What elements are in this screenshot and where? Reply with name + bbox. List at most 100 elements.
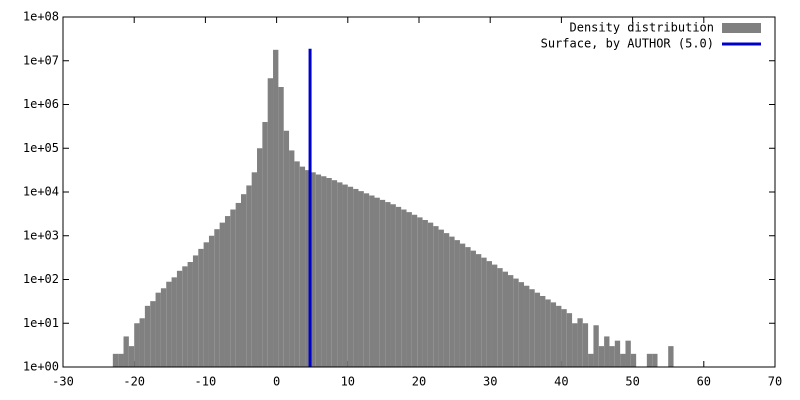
bar <box>262 122 268 368</box>
legend-swatch <box>722 23 761 33</box>
bar <box>524 285 530 367</box>
bar <box>166 281 172 367</box>
bar <box>278 87 284 367</box>
bar <box>609 346 615 367</box>
bar <box>449 236 455 367</box>
bar <box>438 229 444 367</box>
bar <box>176 270 183 367</box>
bar <box>283 130 290 367</box>
bar <box>299 166 306 367</box>
bar <box>363 193 370 367</box>
legend-label: Surface, by AUTHOR (5.0) <box>541 37 714 51</box>
bar <box>417 217 423 367</box>
bar <box>331 180 338 367</box>
x-tick-label: 20 <box>412 375 426 389</box>
bar <box>144 305 151 367</box>
bar <box>491 264 498 367</box>
x-tick-label: 30 <box>483 375 497 389</box>
bar <box>513 278 519 367</box>
bar <box>273 49 279 367</box>
x-tick-label: 60 <box>697 375 711 389</box>
y-tick-label: 1e+08 <box>23 10 59 24</box>
bar <box>577 318 583 367</box>
bar <box>342 184 348 367</box>
bar <box>208 235 215 367</box>
bar <box>390 204 396 367</box>
bar <box>315 174 322 367</box>
bar <box>374 197 380 367</box>
bar <box>224 216 231 367</box>
bar <box>582 323 589 367</box>
x-tick-label: 40 <box>554 375 568 389</box>
bar <box>294 161 300 367</box>
bar <box>508 275 514 367</box>
bar <box>401 209 407 367</box>
x-tick-label: -20 <box>123 375 145 389</box>
bar <box>257 148 263 367</box>
bar <box>614 340 621 367</box>
bar <box>246 185 252 367</box>
bar <box>406 212 412 367</box>
bar <box>155 292 161 367</box>
bar <box>588 353 594 367</box>
bar <box>289 150 295 367</box>
bar <box>534 292 541 367</box>
bar <box>566 313 573 367</box>
bar <box>518 282 525 367</box>
bar <box>267 78 274 367</box>
bar <box>652 353 658 367</box>
bar <box>112 353 119 367</box>
bar <box>470 250 476 367</box>
y-tick-label: 1e+05 <box>23 141 59 155</box>
bar <box>235 202 241 367</box>
bar <box>379 199 386 367</box>
bar <box>630 353 637 367</box>
bar <box>646 353 653 367</box>
bar <box>219 222 225 367</box>
bar <box>251 172 258 367</box>
bar <box>337 182 343 367</box>
bar <box>668 346 674 367</box>
bar <box>305 170 311 367</box>
bar <box>620 353 626 367</box>
bar <box>625 340 631 367</box>
bar <box>182 266 188 367</box>
bar <box>241 194 247 367</box>
bar <box>598 346 605 367</box>
y-tick-label: 1e+02 <box>23 272 59 286</box>
bar <box>192 255 199 367</box>
bar <box>572 323 578 367</box>
bar <box>486 261 492 367</box>
bar <box>128 346 135 367</box>
bar <box>422 219 428 367</box>
bar <box>150 301 156 367</box>
bar <box>214 229 220 367</box>
bar <box>475 254 482 367</box>
x-tick-label: 70 <box>768 375 782 389</box>
bar <box>134 323 140 367</box>
bar <box>118 353 124 367</box>
bar <box>123 336 129 367</box>
bar <box>310 172 316 367</box>
y-tick-label: 1e+04 <box>23 185 59 199</box>
x-tick-label: 50 <box>625 375 639 389</box>
plot-frame <box>62 16 776 368</box>
bar <box>433 226 439 367</box>
bar <box>550 302 557 367</box>
bar <box>529 289 535 367</box>
bar <box>556 305 562 367</box>
bar <box>481 257 487 367</box>
bar <box>171 277 177 367</box>
bar <box>160 288 167 367</box>
bar <box>358 191 364 367</box>
bar <box>395 206 402 367</box>
y-tick-label: 1e+03 <box>23 228 59 242</box>
legend-label: Density distribution <box>570 21 715 35</box>
bar <box>385 202 391 367</box>
bar <box>326 177 332 367</box>
bar <box>502 271 508 367</box>
bar <box>545 299 551 367</box>
y-tick-label: 1e+01 <box>23 316 59 330</box>
x-tick-label: -10 <box>195 375 217 389</box>
